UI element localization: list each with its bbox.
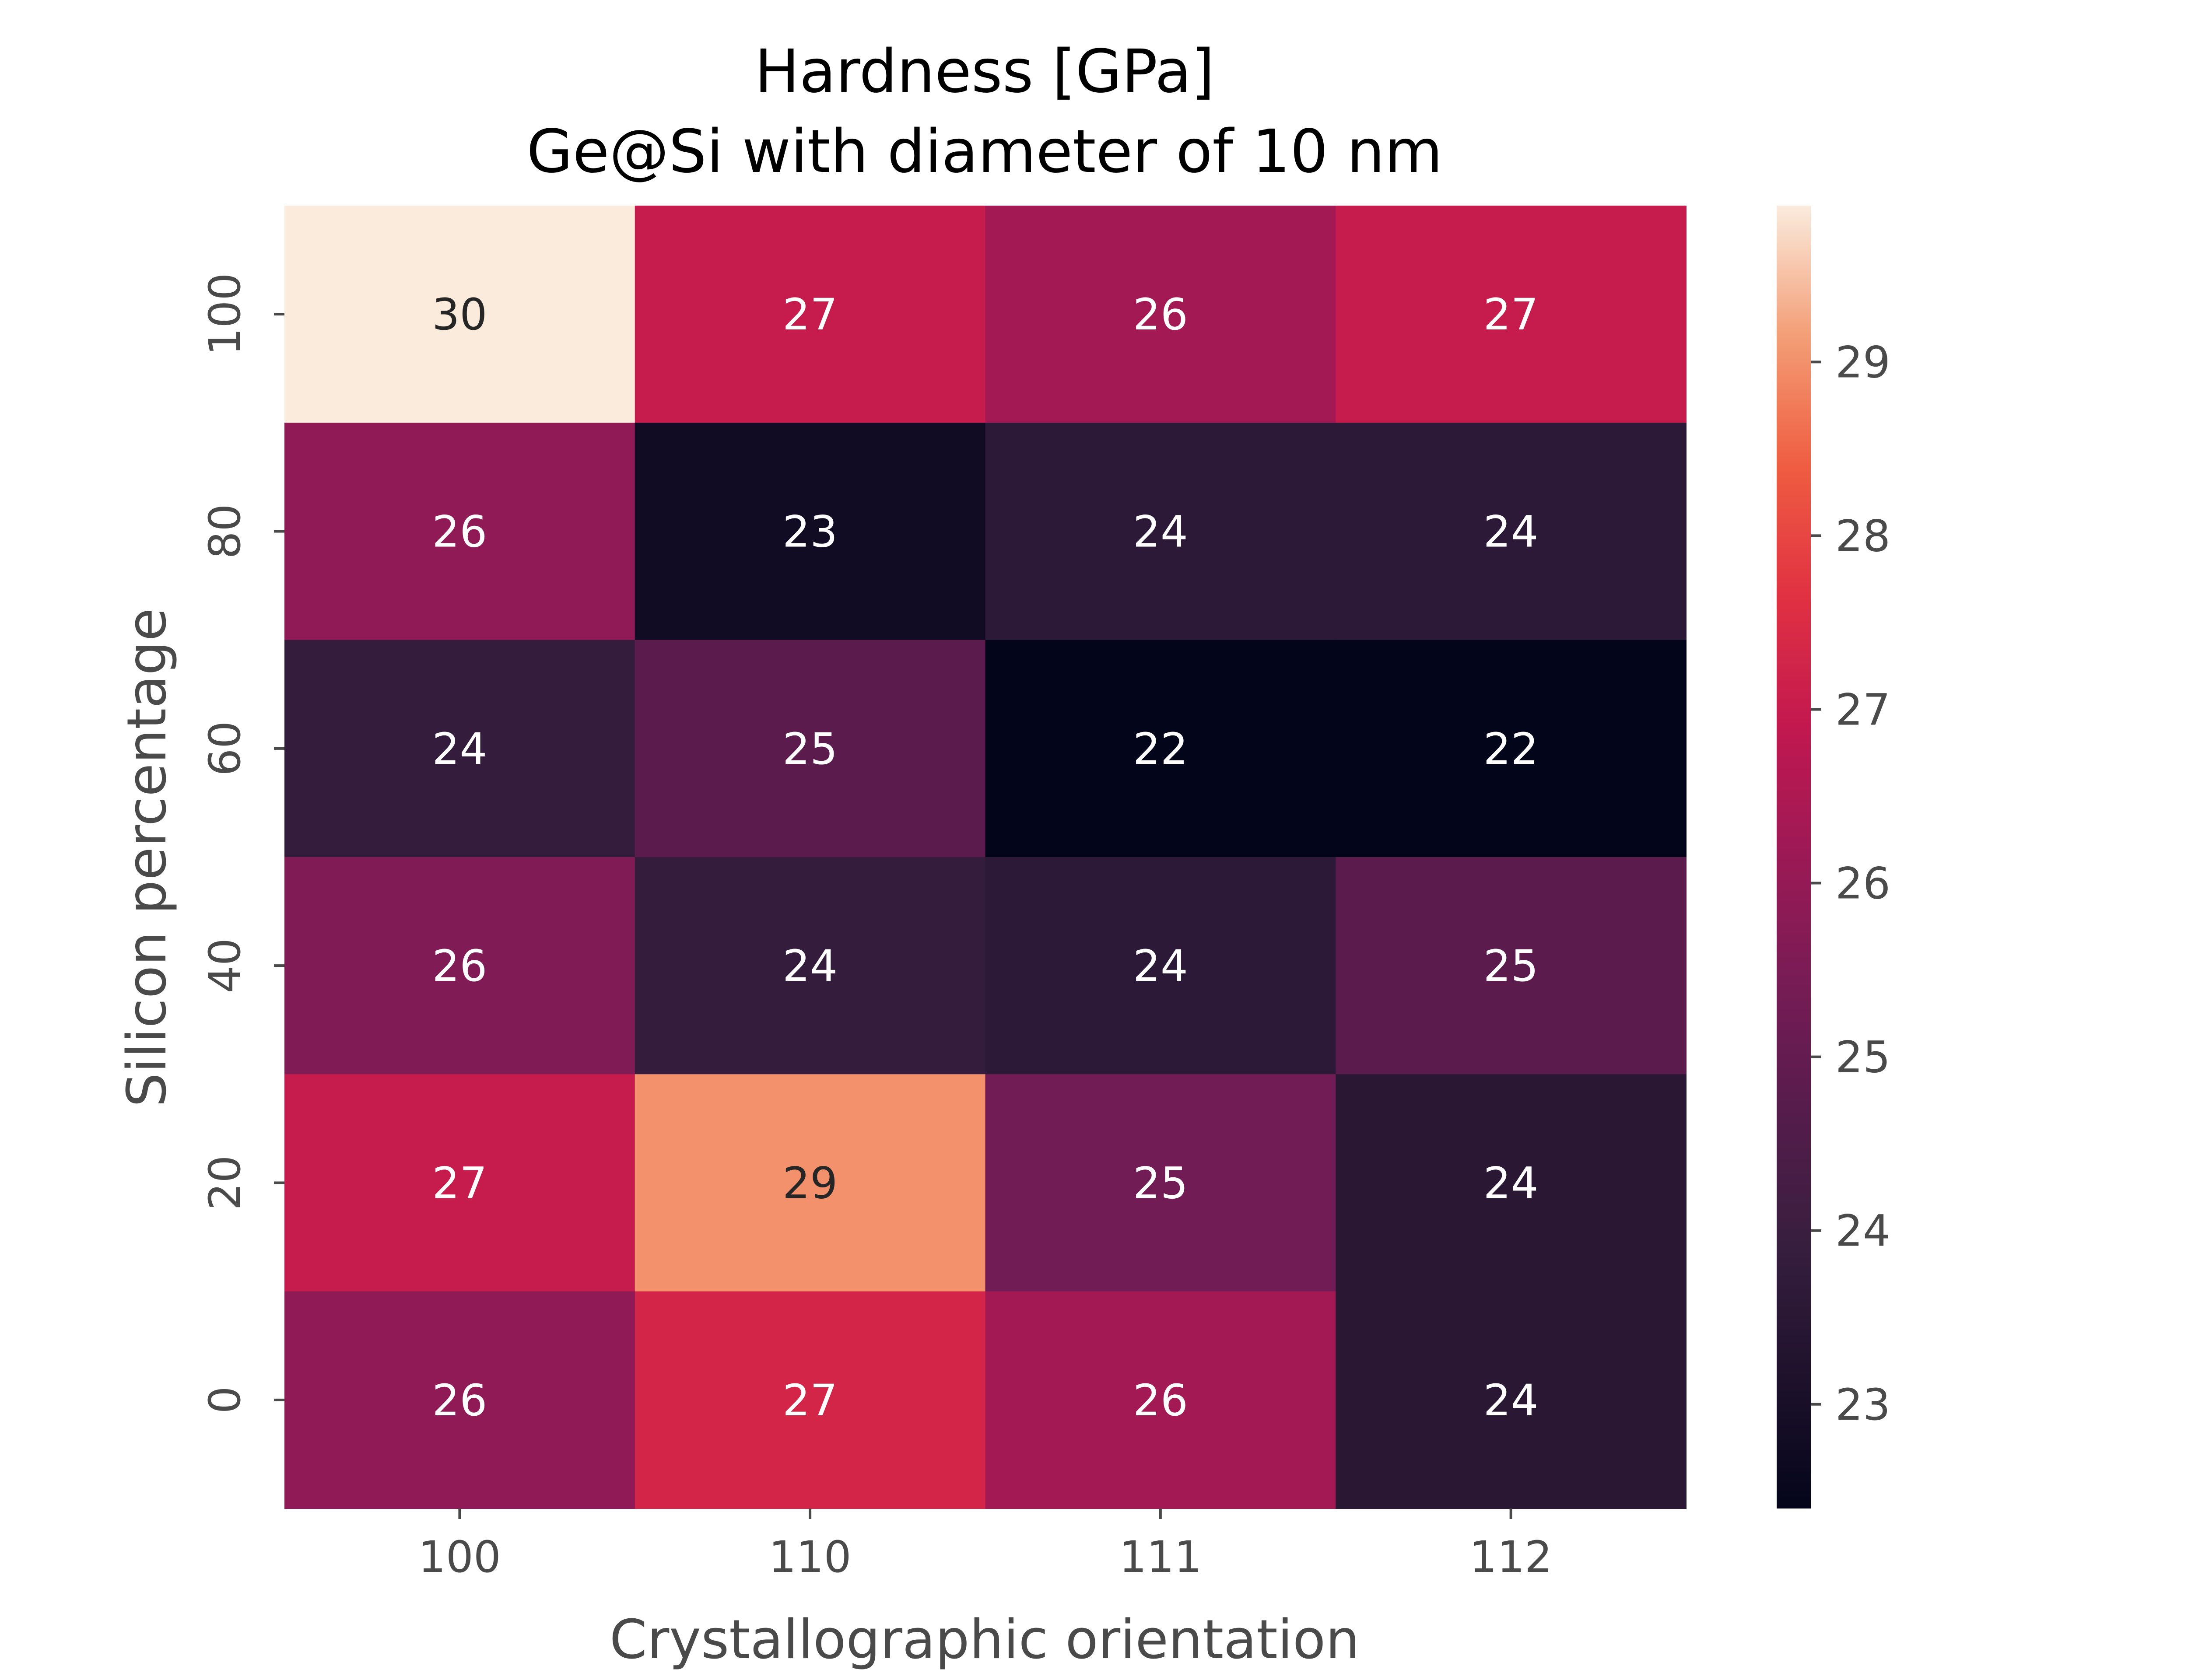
y-tick-label-4: 20	[200, 1155, 250, 1211]
heatmap-cell-r5-c2	[985, 1291, 1336, 1509]
heatmap-cell-r2-c1	[635, 640, 986, 858]
cell-value-label-r5-c0: 26	[432, 1376, 487, 1426]
heatmap-cell-r3-c1	[635, 857, 986, 1075]
cell-value-label-r2-c2: 22	[1133, 724, 1188, 774]
cell-value-label-r1-c3: 24	[1483, 507, 1539, 557]
heatmap-cell-r4-c3	[1336, 1074, 1687, 1292]
x-axis-label: Crystallographic orientation	[610, 1609, 1360, 1671]
cell-value-label-r4-c3: 24	[1483, 1158, 1539, 1209]
y-tick-label-2: 60	[200, 721, 250, 776]
colorbar-tick-label-6: 29	[1835, 337, 1890, 388]
cell-value-label-r3-c0: 26	[432, 941, 487, 991]
cell-value-label-r5-c1: 27	[782, 1376, 838, 1426]
heatmap-cell-r5-c1	[635, 1291, 986, 1509]
chart-subtitle: Ge@Si with diameter of 10 nm	[526, 117, 1442, 186]
heatmap-cell-r4-c1	[635, 1074, 986, 1292]
chart-title: Hardness [GPa]	[754, 37, 1214, 106]
cell-value-label-r5-c2: 26	[1133, 1376, 1188, 1426]
colorbar-tick-label-2: 25	[1835, 1032, 1890, 1083]
heatmap-cell-r5-c3	[1336, 1291, 1687, 1509]
y-tick-label-3: 40	[200, 938, 250, 993]
y-tick-label-1: 80	[200, 504, 250, 559]
heatmap-cell-r5-c0	[284, 1291, 635, 1509]
x-tick-label-3: 112	[1469, 1532, 1552, 1582]
x-tick-label-0: 100	[418, 1532, 501, 1582]
heatmap-cell-r2-c3	[1336, 640, 1687, 858]
cell-value-label-r0-c3: 27	[1483, 290, 1539, 340]
cell-value-label-r2-c0: 24	[432, 724, 487, 774]
colorbar-tick-label-1: 24	[1835, 1206, 1890, 1256]
heatmap-cell-r1-c0	[284, 423, 635, 640]
cell-value-label-r2-c1: 25	[782, 724, 838, 774]
y-tick-label-5: 0	[200, 1386, 250, 1414]
colorbar: 23 24 25 26 27 28 29	[1777, 206, 1890, 1508]
heatmap-cell-r0-c1	[635, 206, 986, 424]
cell-value-label-r4-c0: 27	[432, 1158, 487, 1209]
heatmap-cell-r0-c0	[284, 206, 635, 424]
cell-value-label-r1-c2: 24	[1133, 507, 1188, 557]
colorbar-tick-label-4: 27	[1835, 685, 1890, 735]
x-tick-label-2: 111	[1119, 1532, 1202, 1582]
cell-value-label-r5-c3: 24	[1483, 1376, 1539, 1426]
cell-value-label-r1-c1: 23	[782, 507, 838, 557]
heatmap-cell-r0-c3	[1336, 206, 1687, 424]
cell-value-label-r3-c2: 24	[1133, 941, 1188, 991]
heatmap-cell-r1-c3	[1336, 423, 1687, 640]
cell-value-label-r0-c1: 27	[782, 290, 838, 340]
heatmap-cell-r2-c0	[284, 640, 635, 858]
heatmap-cell-r3-c2	[985, 857, 1336, 1075]
heatmap-cell-r3-c3	[1336, 857, 1687, 1075]
y-axis-label: Silicon percentage	[116, 608, 179, 1107]
x-tick-label-1: 110	[769, 1532, 852, 1582]
cell-value-label-r1-c0: 26	[432, 507, 487, 557]
colorbar-tick-label-0: 23	[1835, 1380, 1890, 1430]
colorbar-tick-label-3: 26	[1835, 859, 1890, 909]
heatmap-cell-r1-c2	[985, 423, 1336, 640]
y-tick-label-0: 100	[200, 273, 250, 356]
heatmap-cell-r4-c2	[985, 1074, 1336, 1292]
cell-value-label-r3-c3: 25	[1483, 941, 1539, 991]
cell-value-label-r4-c1: 29	[782, 1158, 838, 1209]
heatmap-cell-r3-c0	[284, 857, 635, 1075]
cell-value-label-r0-c0: 30	[432, 290, 487, 340]
colorbar-tick-label-5: 28	[1835, 511, 1890, 561]
heatmap-cell-r4-c0	[284, 1074, 635, 1292]
colorbar-gradient	[1777, 206, 1811, 1508]
y-axis-ticks: 100 80 60 40 20 0	[200, 273, 284, 1414]
cell-value-label-r4-c2: 25	[1133, 1158, 1188, 1209]
cell-value-label-r3-c1: 24	[782, 941, 838, 991]
heatmap-cells: 30 27 26 27 26 23 24 24 24 25 22 22 26 24 24 25 27 29 25 24…	[284, 206, 1687, 1509]
heatmap-cell-r2-c2	[985, 640, 1336, 858]
heatmap-cell-r0-c2	[985, 206, 1336, 424]
x-axis-ticks: 100 110 111 112	[418, 1508, 1552, 1582]
cell-value-label-r2-c3: 22	[1483, 724, 1539, 774]
heatmap-cell-r1-c1	[635, 423, 986, 640]
cell-value-label-r0-c2: 26	[1133, 290, 1188, 340]
